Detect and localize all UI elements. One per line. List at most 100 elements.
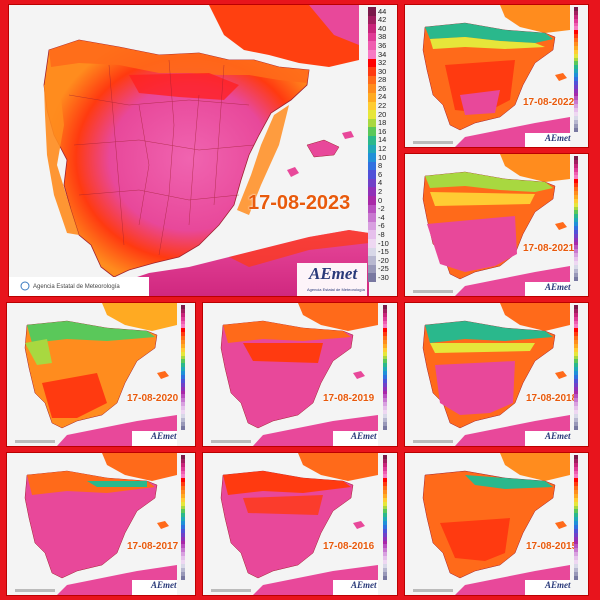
legend-swatch <box>383 421 387 426</box>
legend-swatch <box>368 24 376 33</box>
legend-swatch <box>574 272 578 277</box>
legend-swatch <box>368 144 376 154</box>
legend-swatch <box>383 308 387 313</box>
legend-swatch <box>574 92 578 97</box>
legend-swatch <box>181 556 185 561</box>
legend-swatch <box>181 343 185 348</box>
aemet-logo: AEmet <box>545 282 571 292</box>
legend-swatch <box>574 38 578 43</box>
legend-swatch <box>574 57 578 62</box>
legend-swatch <box>368 127 376 136</box>
legend-label: 16 <box>378 126 387 136</box>
legend-swatch <box>574 567 578 572</box>
legend-swatch <box>383 347 387 352</box>
legend-label: 26 <box>378 83 387 93</box>
legend-swatch <box>383 571 387 576</box>
legend-swatch <box>574 65 578 70</box>
legend-swatch <box>181 455 185 459</box>
legend-swatch <box>574 320 578 325</box>
legend-swatch <box>383 316 387 321</box>
legend-swatch <box>383 312 387 317</box>
legend-swatch <box>574 528 578 533</box>
legend-swatch <box>574 548 578 553</box>
legend-entry: 2 <box>368 187 389 197</box>
legend-swatch <box>574 10 578 15</box>
legend-swatch <box>574 417 578 422</box>
legend-swatch <box>181 540 185 545</box>
legend-label: 40 <box>378 23 387 33</box>
agency-name <box>413 440 453 443</box>
agency-name <box>15 440 55 443</box>
legend-swatch <box>574 367 578 372</box>
map-date-label: 17-08-2020 <box>127 393 179 404</box>
legend-swatch <box>181 513 185 518</box>
temperature-legend <box>383 455 387 580</box>
legend-swatch <box>181 528 185 533</box>
legend-swatch <box>574 69 578 74</box>
legend-swatch <box>574 7 578 11</box>
legend-swatch <box>181 525 185 529</box>
legend-swatch <box>368 247 376 257</box>
legend-entry: -10 <box>368 239 389 248</box>
legend-swatch <box>574 45 578 50</box>
legend-swatch <box>181 378 185 383</box>
legend-swatch <box>574 532 578 537</box>
legend-swatch <box>574 413 578 418</box>
legend-swatch <box>574 100 578 105</box>
map-date-label: 17-08-2021 <box>523 243 575 254</box>
legend-swatch <box>574 22 578 27</box>
legend-swatch <box>574 194 578 199</box>
map-panel-2017: 17-08-2017 AEmet <box>7 453 195 595</box>
temperature-map <box>203 303 397 446</box>
legend-label: 14 <box>378 135 387 145</box>
legend-swatch <box>181 340 185 344</box>
legend-swatch <box>181 398 185 403</box>
legend-swatch <box>574 544 578 549</box>
legend-swatch <box>574 466 578 471</box>
legend-swatch <box>181 382 185 387</box>
legend-swatch <box>574 257 578 262</box>
legend-swatch <box>181 517 185 522</box>
legend-swatch <box>383 548 387 553</box>
legend-swatch <box>383 413 387 418</box>
legend-swatch <box>574 359 578 364</box>
legend-label: 22 <box>378 101 387 111</box>
legend-swatch <box>574 470 578 475</box>
legend-swatch <box>574 171 578 176</box>
legend-swatch <box>368 187 376 197</box>
legend-entry: 6 <box>368 170 389 179</box>
legend-swatch <box>368 84 376 93</box>
aemet-logo: AEmet <box>151 580 177 590</box>
legend-swatch <box>574 474 578 479</box>
legend-swatch <box>181 560 185 564</box>
legend-swatch <box>574 42 578 46</box>
legend-swatch <box>574 536 578 541</box>
legend-swatch <box>181 359 185 364</box>
legend-swatch <box>574 175 578 180</box>
legend-swatch <box>574 421 578 426</box>
map-panel-2020: 17-08-2020 AEmet <box>7 303 195 446</box>
agency-name <box>413 141 453 144</box>
legend-swatch <box>383 320 387 325</box>
legend-label: 38 <box>378 32 387 42</box>
temperature-legend <box>574 7 578 132</box>
legend-swatch <box>181 497 185 502</box>
legend-swatch <box>574 482 578 487</box>
legend-swatch <box>574 108 578 113</box>
legend-swatch <box>574 226 578 230</box>
legend-swatch <box>368 49 376 59</box>
legend-swatch <box>574 14 578 19</box>
legend-label: 8 <box>378 161 383 171</box>
legend-entry: 34 <box>368 49 389 59</box>
legend-swatch <box>383 417 387 422</box>
legend-swatch <box>383 497 387 502</box>
legend-swatch <box>181 413 185 418</box>
legend-label: -8 <box>378 229 385 239</box>
legend-swatch <box>574 49 578 54</box>
legend-entry: 26 <box>368 84 389 93</box>
legend-swatch <box>574 167 578 172</box>
legend-swatch <box>574 198 578 203</box>
legend-swatch <box>574 560 578 564</box>
legend-swatch <box>383 462 387 467</box>
legend-swatch <box>574 363 578 368</box>
